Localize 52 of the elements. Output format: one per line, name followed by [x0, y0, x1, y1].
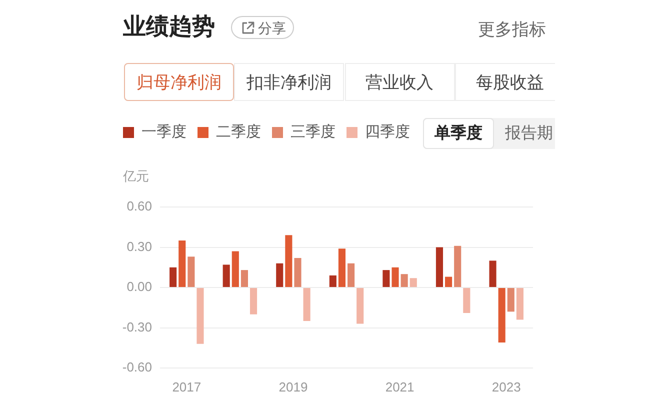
bar: [188, 256, 195, 287]
tab[interactable]: 每股收益: [455, 63, 555, 101]
bar: [516, 288, 524, 320]
bar: [382, 270, 390, 287]
y-tick-label: 0.30: [126, 238, 152, 254]
y-axis-title: 亿元: [122, 168, 149, 184]
bar: [285, 235, 292, 287]
bar: [356, 288, 364, 324]
x-tick-label: 2017: [172, 379, 202, 394]
toggle-button[interactable]: 单季度: [423, 118, 494, 149]
bar: [410, 278, 417, 287]
bar: [294, 258, 302, 287]
legend-label: 三季度: [290, 124, 336, 141]
y-tick-label: 0.00: [126, 279, 152, 294]
bar: [178, 240, 186, 287]
text: 更多指标: [478, 19, 546, 41]
y-tick-label: -0.30: [122, 319, 152, 334]
bar: [498, 288, 506, 343]
toggle-group: 单季度 报告期: [423, 118, 555, 149]
bar: [445, 276, 452, 287]
bar: [170, 267, 177, 287]
x-tick-label: 2023: [492, 379, 521, 394]
bar: [338, 248, 346, 287]
bar: [400, 274, 408, 287]
legend-label: 四季度: [365, 124, 410, 141]
bar: [436, 247, 444, 287]
bar: [463, 288, 470, 313]
bar: [329, 275, 336, 287]
bar: [240, 270, 248, 287]
bar: [222, 264, 230, 287]
chart-subtitle: 归母净利润: [136, 72, 222, 94]
share-button[interactable]: 分享: [231, 16, 294, 39]
bar: [250, 288, 258, 314]
x-tick-label: 2021: [385, 379, 414, 394]
bar: [276, 263, 284, 287]
y-tick-label: 0.60: [126, 198, 152, 214]
tab[interactable]: 归母净利润: [124, 63, 234, 101]
x-tick-label: 2019: [278, 379, 308, 394]
bar: [303, 288, 310, 322]
chart-title: 业绩趋势: [123, 12, 215, 41]
tab[interactable]: 营业收入: [344, 63, 454, 101]
bar: [347, 263, 355, 287]
bar: [392, 267, 399, 287]
y-tick-label: -0.60: [122, 360, 152, 375]
legend-label: 一季度: [142, 124, 186, 141]
bar: [489, 260, 496, 287]
bar: [454, 246, 462, 287]
bar: [196, 288, 204, 344]
legend-label: 二季度: [216, 124, 261, 141]
bar: [232, 251, 239, 287]
bar: [507, 288, 514, 312]
tab[interactable]: 扣非净利润: [234, 63, 344, 101]
